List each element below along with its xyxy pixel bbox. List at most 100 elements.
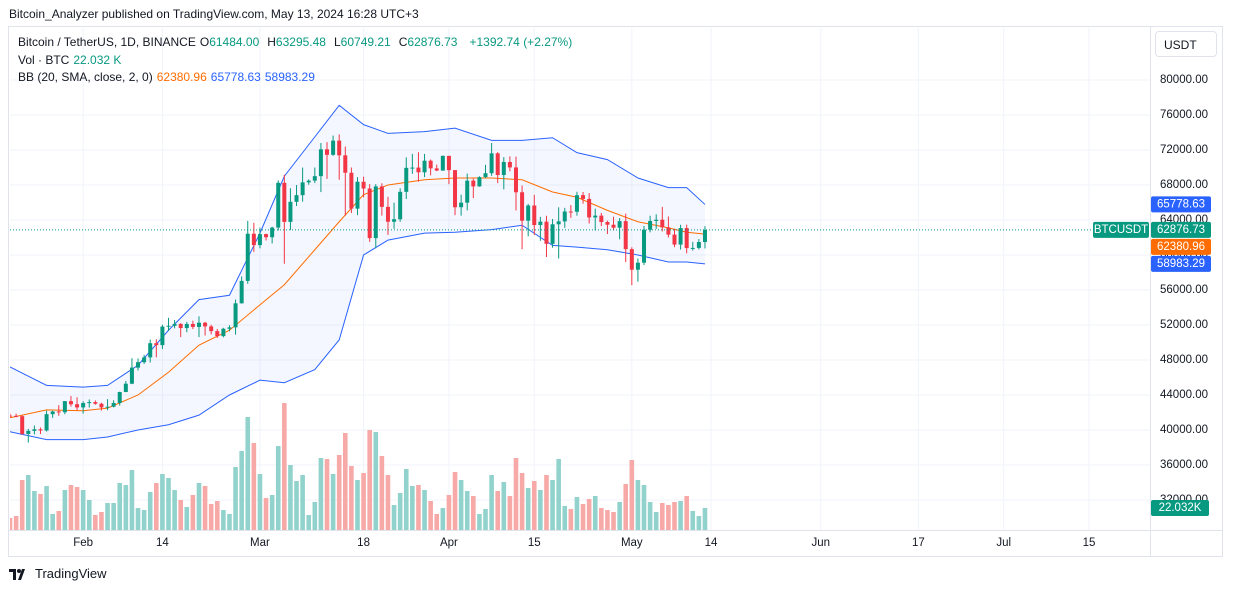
bb-basis-value: 62380.96 bbox=[156, 70, 207, 84]
x-tick-label: 14 bbox=[705, 537, 718, 549]
y-tick-label: 40000.00 bbox=[1160, 424, 1208, 436]
volume-bar bbox=[282, 403, 287, 530]
volume-bar bbox=[696, 516, 702, 530]
volume-bar bbox=[666, 505, 671, 530]
candle-body bbox=[209, 326, 214, 332]
volume-bar bbox=[690, 511, 696, 530]
symbol: Bitcoin / TetherUS, 1D, BINANCE bbox=[18, 35, 196, 49]
y-tick-label: 52000.00 bbox=[1160, 319, 1208, 331]
volume-bar bbox=[123, 485, 129, 530]
volume-bar bbox=[501, 482, 507, 530]
volume-bar bbox=[464, 491, 470, 530]
volume-bar bbox=[605, 510, 610, 530]
volume-bar bbox=[416, 485, 421, 530]
candle-body bbox=[550, 224, 555, 244]
candle-body bbox=[129, 367, 134, 384]
ohlc: O61484.00 H63295.48 L60749.21 C62876.73 bbox=[200, 35, 466, 49]
grid bbox=[10, 28, 1150, 530]
volume-bar bbox=[275, 446, 281, 530]
candle-body bbox=[215, 331, 220, 337]
candle-body bbox=[635, 262, 640, 270]
candle-body bbox=[331, 140, 336, 155]
candle-body bbox=[495, 153, 500, 176]
volume-bar bbox=[117, 483, 123, 530]
volume-bar bbox=[154, 483, 159, 530]
candle-body bbox=[593, 215, 598, 218]
y-tick-label: 80000.00 bbox=[1160, 74, 1208, 86]
candle-body bbox=[68, 401, 73, 405]
volume-bar bbox=[330, 474, 336, 530]
candle-body bbox=[196, 322, 201, 327]
x-tick-label: Jul bbox=[996, 537, 1011, 549]
candle-body bbox=[361, 181, 366, 189]
candle-body bbox=[392, 219, 397, 222]
candle-body bbox=[325, 149, 330, 155]
candle-body bbox=[276, 182, 281, 228]
x-tick-label: Feb bbox=[73, 537, 93, 549]
volume-bar bbox=[629, 460, 635, 530]
candle-body bbox=[282, 182, 287, 222]
price-label: 58983.29 bbox=[1157, 258, 1205, 270]
candle-body bbox=[696, 242, 701, 248]
volume-bar bbox=[251, 443, 257, 530]
y-tick-label: 68000.00 bbox=[1160, 179, 1208, 191]
volume-bar bbox=[489, 475, 494, 530]
candle-body bbox=[568, 211, 573, 213]
candle-body bbox=[453, 170, 458, 208]
candle-body bbox=[270, 227, 275, 238]
candle-body bbox=[513, 167, 518, 193]
candle-body bbox=[337, 140, 342, 156]
volume-bar bbox=[269, 495, 275, 530]
volume-bar bbox=[105, 503, 110, 530]
volume-bar bbox=[531, 481, 537, 530]
volume-bar bbox=[86, 500, 92, 530]
volume-bar bbox=[10, 518, 13, 530]
candle-body bbox=[617, 221, 622, 228]
volume-bar bbox=[56, 511, 62, 530]
volume-bar bbox=[659, 503, 665, 530]
candle-body bbox=[623, 221, 628, 250]
candle-body bbox=[428, 160, 433, 169]
x-tick-label: 14 bbox=[156, 537, 169, 549]
logo-icon bbox=[9, 568, 25, 580]
bb-lower-line bbox=[10, 224, 706, 441]
volume-bar bbox=[129, 470, 135, 530]
candle-body bbox=[26, 430, 31, 434]
candle-body bbox=[648, 220, 653, 230]
volume-bar bbox=[147, 492, 153, 530]
ohlc-item: C62876.73 bbox=[399, 35, 462, 49]
volume-bar bbox=[62, 490, 68, 530]
price-label-box bbox=[1151, 221, 1211, 238]
candle-body bbox=[38, 429, 43, 431]
volume-bar bbox=[263, 498, 269, 530]
candle-body bbox=[483, 173, 488, 178]
volume-bar bbox=[294, 481, 299, 530]
volume-bar bbox=[178, 500, 183, 530]
candle-body bbox=[379, 186, 384, 207]
candle-body bbox=[349, 172, 354, 209]
candle-body bbox=[678, 228, 683, 245]
price-label: 65778.63 bbox=[1157, 198, 1205, 210]
candle-body bbox=[190, 323, 195, 327]
candle-body bbox=[105, 406, 110, 408]
currency-button[interactable]: USDT bbox=[1155, 31, 1217, 57]
volume-bar bbox=[434, 514, 440, 530]
volume-bar bbox=[336, 455, 342, 530]
candle-body bbox=[562, 211, 567, 222]
volume-bar bbox=[440, 508, 446, 530]
candle-body bbox=[160, 326, 165, 346]
candle-body bbox=[142, 357, 147, 363]
volume-bar bbox=[184, 507, 190, 530]
candle-body bbox=[581, 195, 586, 199]
bb-label: BB (20, SMA, close, 2, 0) bbox=[18, 70, 153, 84]
candle-body bbox=[367, 188, 372, 239]
y-tick-label: 44000.00 bbox=[1160, 389, 1208, 401]
volume-bar bbox=[239, 451, 244, 530]
volume-bar bbox=[452, 472, 458, 530]
volume-bar bbox=[458, 480, 464, 530]
volume-bar bbox=[245, 417, 251, 530]
change: +1392.74 (+2.27%) bbox=[469, 35, 573, 49]
footer: TradingView bbox=[9, 566, 107, 581]
candle-body bbox=[410, 167, 415, 169]
x-tick-label: 18 bbox=[357, 537, 370, 549]
